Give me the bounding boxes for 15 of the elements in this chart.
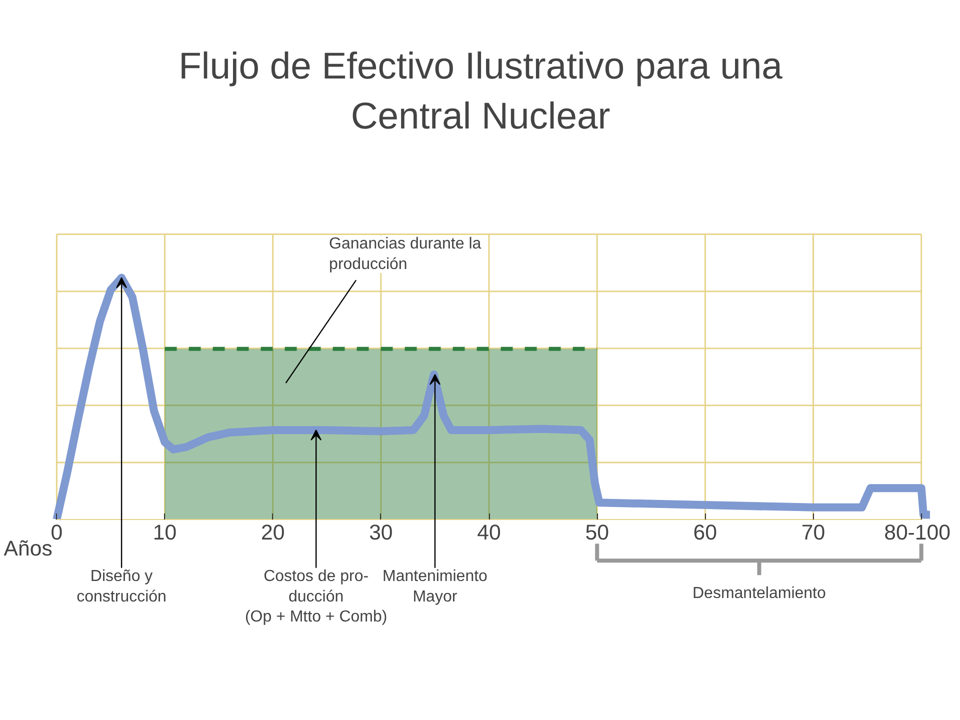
x-tick-label: 50 <box>585 520 610 545</box>
annotation: Diseño y construcción <box>76 568 166 606</box>
chart-title: Flujo de Efectivo Ilustrativo para una Central Nuclear <box>178 44 783 136</box>
x-axis-title: Años <box>4 536 52 560</box>
x-tick-label: 0 <box>50 520 63 545</box>
x-tick-label: 60 <box>693 520 718 545</box>
x-tick-label: 30 <box>369 520 393 545</box>
x-tick-label: 80-100 <box>884 520 951 545</box>
x-tick-label: 20 <box>260 520 285 545</box>
x-tick-label: 70 <box>801 520 826 545</box>
annotation: Mantenimiento Mayor <box>382 568 488 606</box>
text: Ganancias durante la producción <box>329 236 482 273</box>
x-tick-label: 10 <box>152 520 177 545</box>
text: Desmantelamiento <box>692 584 826 602</box>
x-tick-label: 40 <box>477 520 502 545</box>
